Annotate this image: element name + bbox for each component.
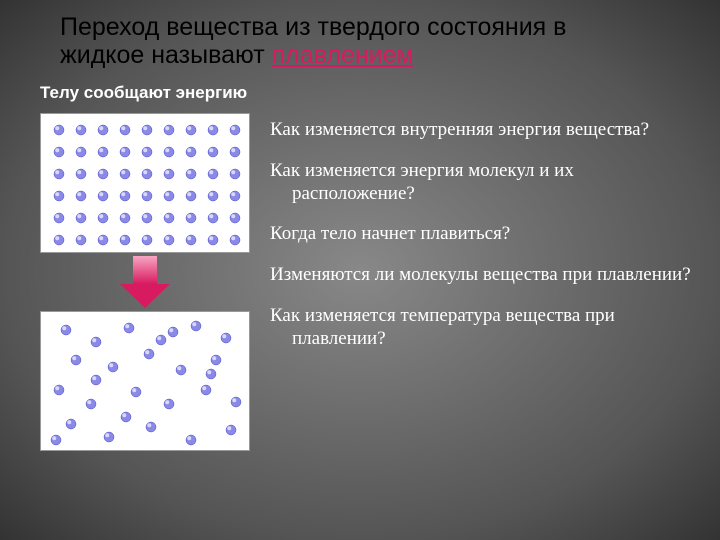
liquid-state-box	[40, 311, 250, 451]
questions-list: Как изменяется внутренняя энергия вещест…	[270, 119, 700, 369]
question-item: Когда тело начнет плавиться?	[270, 223, 700, 246]
subtitle: Телу сообщают энергию	[0, 69, 720, 103]
title-keyword: плавлением	[272, 41, 414, 69]
question-item: Как изменяется температура вещества при …	[270, 305, 700, 351]
content-area: Как изменяется внутренняя энергия вещест…	[0, 113, 720, 523]
solid-state-box	[40, 113, 250, 253]
arrow-stem	[133, 256, 157, 284]
question-item: Как изменяется внутренняя энергия вещест…	[270, 119, 700, 142]
title-line-1: Переход вещества из твердого состояния в	[60, 13, 566, 41]
title-line-2-pre: жидкое называют	[60, 41, 272, 69]
diagram-column	[40, 113, 250, 451]
transition-arrow	[120, 256, 170, 308]
arrow-head	[120, 284, 170, 308]
question-item: Изменяются ли молекулы вещества при плав…	[270, 264, 700, 287]
question-item: Как изменяется энергия молекул и их расп…	[270, 160, 700, 206]
slide-title: Переход вещества из твердого состояния в…	[0, 0, 720, 69]
